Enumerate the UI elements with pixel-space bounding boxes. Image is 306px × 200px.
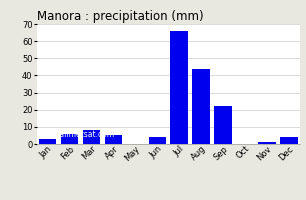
Bar — [170, 31, 188, 144]
Text: Manora : precipitation (mm): Manora : precipitation (mm) — [37, 10, 203, 23]
Bar — [105, 135, 122, 144]
Bar — [39, 139, 56, 144]
Bar — [280, 137, 298, 144]
Text: www.allmetsat.com: www.allmetsat.com — [39, 130, 114, 139]
Bar — [258, 142, 276, 144]
Bar — [61, 134, 78, 144]
Bar — [83, 130, 100, 144]
Bar — [214, 106, 232, 144]
Bar — [192, 69, 210, 144]
Bar — [148, 137, 166, 144]
